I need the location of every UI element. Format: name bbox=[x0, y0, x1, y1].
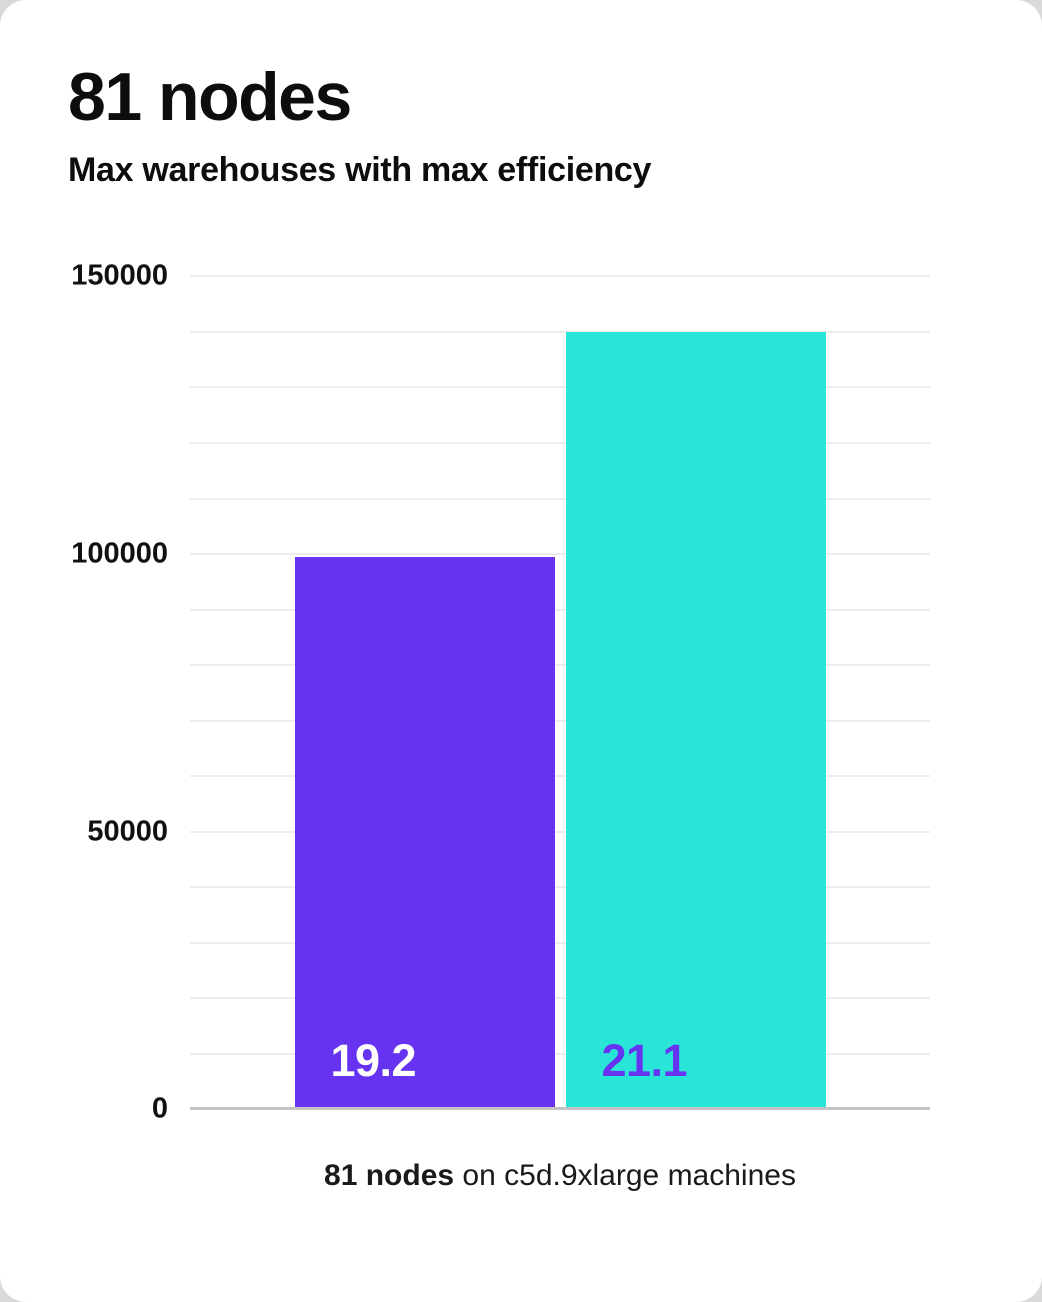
cyan-bar: 21.1 bbox=[565, 331, 826, 1110]
y-axis-labels: 0 50000 100000 150000 bbox=[68, 260, 190, 1125]
gridline bbox=[190, 886, 930, 889]
x-axis-line bbox=[190, 1107, 930, 1111]
chart-title: 81 nodes bbox=[68, 59, 352, 135]
caption-regular-text: on c5d.9xlarge machines bbox=[454, 1159, 796, 1193]
gridline bbox=[190, 497, 930, 500]
gridline bbox=[190, 1052, 930, 1055]
y-tick-label: 0 bbox=[151, 1092, 168, 1125]
gridline bbox=[190, 997, 930, 1000]
gridline bbox=[190, 553, 930, 556]
bars-group: 19.2 21.1 bbox=[190, 276, 930, 1110]
gridline bbox=[190, 775, 930, 778]
gridline bbox=[190, 330, 930, 333]
plot-area: 19.2 21.1 bbox=[190, 275, 930, 1111]
chart-subtitle: Max warehouses with max efficiency bbox=[68, 151, 652, 190]
bar-value-label: 19.2 bbox=[330, 1035, 417, 1087]
y-tick-label: 50000 bbox=[87, 815, 168, 848]
gridline bbox=[190, 664, 930, 667]
y-tick-label: 100000 bbox=[71, 537, 168, 570]
bar-chart: 0 50000 100000 150000 19.2 21.1 bbox=[68, 260, 1042, 1125]
purple-bar: 19.2 bbox=[294, 556, 555, 1110]
gridline bbox=[190, 608, 930, 611]
gridline bbox=[190, 442, 930, 444]
gridline bbox=[190, 941, 930, 944]
caption-bold-text: 81 nodes bbox=[324, 1159, 455, 1193]
y-tick-label: 150000 bbox=[71, 259, 168, 292]
gridline bbox=[190, 830, 930, 833]
bar-value-label: 21.1 bbox=[601, 1035, 688, 1087]
gridline bbox=[190, 275, 930, 278]
gridline bbox=[190, 386, 930, 389]
gridline bbox=[190, 719, 930, 722]
chart-caption: 81 nodes on c5d.9xlarge machines bbox=[190, 1159, 930, 1193]
